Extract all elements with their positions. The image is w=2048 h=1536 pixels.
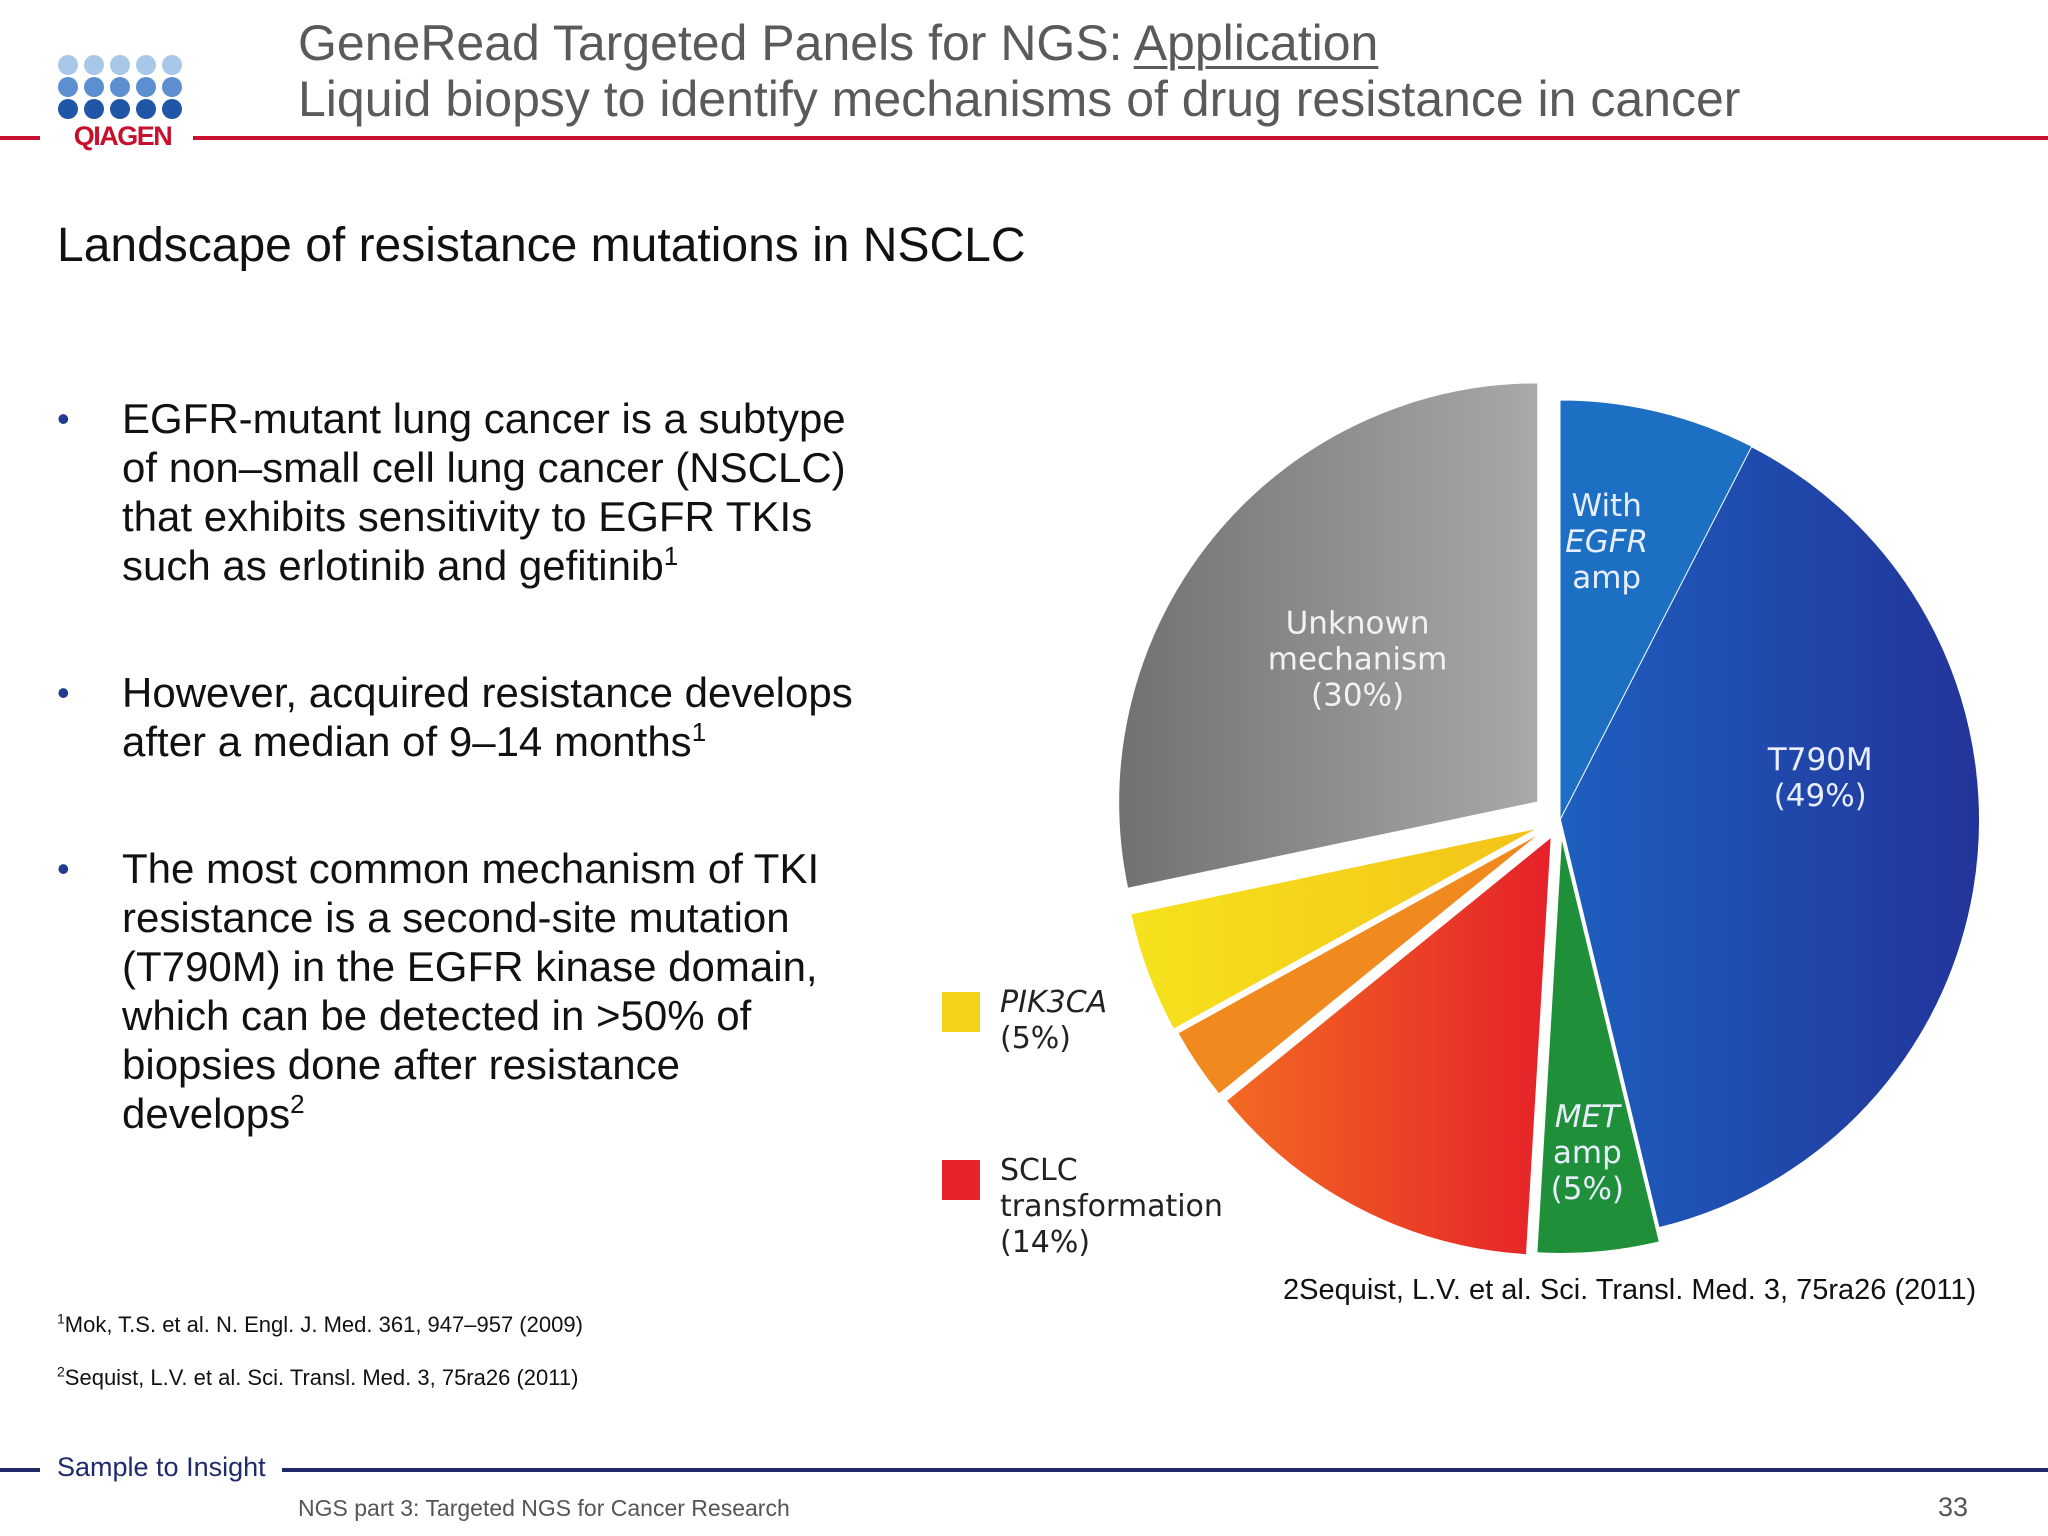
slide-title: GeneRead Targeted Panels for NGS: Applic… xyxy=(298,14,1378,72)
slide-subtitle: Liquid biopsy to identify mechanisms of … xyxy=(298,71,1741,127)
logo-dot xyxy=(58,77,78,97)
page-number: 33 xyxy=(1938,1492,1969,1522)
bullet-icon: • xyxy=(57,398,70,439)
logo-dot xyxy=(110,55,130,75)
bullet-citation: 1 xyxy=(691,717,707,747)
header-divider-left xyxy=(0,136,40,140)
legend-label: SCLC transformation (14%) xyxy=(1000,1153,1223,1260)
footer-text: NGS part 3: Targeted NGS for Cancer Rese… xyxy=(298,1495,790,1521)
logo-dot xyxy=(84,99,104,119)
pie-subslice-egfr-amp xyxy=(1559,399,1753,821)
bullet-citation: 1 xyxy=(663,541,679,571)
footer-tagline: Sample to Insight xyxy=(57,1452,266,1482)
bullet-text: The most common mechanism of TKI resista… xyxy=(122,845,820,1137)
logo-dot xyxy=(162,99,182,119)
legend-label: PIK3CA (5%) xyxy=(1000,985,1107,1056)
pie-slice-met-amp xyxy=(1535,833,1662,1255)
title-prefix: GeneRead Targeted Panels for NGS: xyxy=(298,15,1123,71)
slice-label-met-amp: MET amp (5%) xyxy=(1551,1099,1624,1207)
logo-dot xyxy=(58,55,78,75)
logo-dot xyxy=(84,55,104,75)
pie-slice-other xyxy=(1175,829,1546,1097)
footnote-text: Mok, T.S. et al. N. Engl. J. Med. 361, 9… xyxy=(64,1312,583,1337)
footnote: 1Mok, T.S. et al. N. Engl. J. Med. 361, … xyxy=(57,1312,583,1338)
slice-label-egfr-amp: With EGFR amp xyxy=(1565,488,1648,596)
bullet-citation: 2 xyxy=(290,1089,305,1119)
pie-slice-sclc-transformation xyxy=(1224,833,1553,1257)
chart-source: 2Sequist, L.V. et al. Sci. Transl. Med. … xyxy=(1283,1274,1977,1306)
footer-divider-left xyxy=(0,1468,40,1472)
legend-swatch xyxy=(942,992,980,1032)
legend-swatch xyxy=(942,1160,980,1200)
footnote-marker: 2 xyxy=(57,1363,65,1380)
title-link[interactable]: Application xyxy=(1133,15,1379,71)
logo-dot xyxy=(84,77,104,97)
bullet-text: However, acquired resistance develops af… xyxy=(122,669,853,765)
bullet-icon: • xyxy=(57,672,70,713)
footnote: 2Sequist, L.V. et al. Sci. Transl. Med. … xyxy=(57,1365,578,1391)
section-heading: Landscape of resistance mutations in NSC… xyxy=(57,219,1026,272)
bullet-icon: • xyxy=(57,848,70,889)
logo-dot xyxy=(58,99,78,119)
logo-dot xyxy=(162,55,182,75)
bullet-text: EGFR-mutant lung cancer is a subtype of … xyxy=(122,395,846,589)
footnote-text: Sequist, L.V. et al. Sci. Transl. Med. 3… xyxy=(64,1365,579,1390)
qiagen-logo: QIAGEN xyxy=(55,55,185,155)
logo-dot xyxy=(136,77,156,97)
pie-slice-unknown-mechanism xyxy=(1117,381,1540,891)
logo-text: QIAGEN xyxy=(73,121,173,151)
logo-dot xyxy=(162,77,182,97)
header-divider xyxy=(193,136,2048,140)
logo-dot xyxy=(136,99,156,119)
logo-dot xyxy=(136,55,156,75)
slice-label-t790m: T790M (49%) xyxy=(1767,742,1873,814)
footnote-marker: 1 xyxy=(57,1310,65,1327)
logo-dot xyxy=(110,99,130,119)
resistance-pie-chart: With EGFR amp T790M (49%) MET amp (5%) Unknown me… xyxy=(942,381,1981,1260)
logo-dot xyxy=(110,77,130,97)
footer-divider xyxy=(282,1468,2048,1472)
pie-slice-pik3ca xyxy=(1129,825,1542,1032)
slice-label-unknown-mechanism: Unknown mechanism (30%) xyxy=(1268,606,1448,714)
